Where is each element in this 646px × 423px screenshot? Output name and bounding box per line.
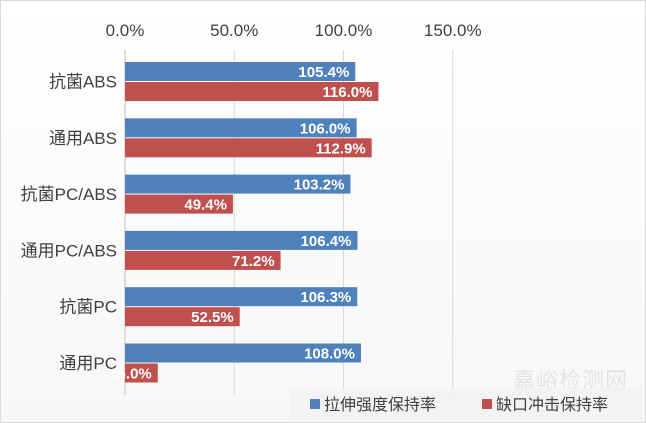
x-tick-label: 100.0% (315, 21, 373, 40)
data-label: 108.0% (304, 346, 355, 363)
bar-tensile (125, 62, 356, 81)
legend-swatch (482, 399, 492, 409)
bar-impact (125, 250, 281, 270)
data-label: 52.5% (191, 309, 234, 326)
category-label: 通用PC/ABS (21, 241, 117, 260)
legend-swatch (310, 399, 320, 409)
data-label: 116.0% (322, 84, 372, 101)
legend-label: 缺口冲击保持率 (496, 396, 608, 414)
data-label: 112.9% (316, 140, 366, 157)
data-label: 106.4% (301, 233, 352, 250)
data-label: 49.4% (184, 197, 227, 214)
bar-impact (125, 82, 379, 101)
category-label: 抗菌PC/ABS (21, 185, 117, 204)
bar-tensile (125, 174, 351, 194)
bar-tensile (125, 343, 361, 363)
category-label: 抗菌ABS (49, 73, 117, 92)
data-label: 103.2% (294, 177, 345, 194)
data-label: 105.4% (298, 64, 349, 81)
bar-tensile (125, 118, 357, 138)
category-label: 通用PC (59, 354, 117, 373)
x-tick-label: 0.0% (106, 21, 145, 40)
data-label: 71.2% (232, 253, 275, 270)
bar-impact (125, 363, 158, 383)
data-label: 106.3% (300, 289, 351, 306)
bar-tensile (125, 230, 358, 250)
x-tick-label: 50.0% (210, 21, 258, 40)
legend-box (290, 388, 642, 420)
x-tick-label: 150.0% (424, 21, 482, 40)
bar-tensile (125, 287, 358, 307)
bar-impact (125, 307, 240, 327)
data-label: 106.0% (300, 120, 351, 137)
bar-impact (125, 194, 233, 214)
category-label: 抗菌PC (59, 298, 117, 317)
bar-impact (125, 138, 372, 158)
data-label: 15.0% (109, 366, 152, 383)
legend-label: 拉伸强度保持率 (324, 396, 436, 414)
category-label: 通用ABS (49, 129, 117, 148)
